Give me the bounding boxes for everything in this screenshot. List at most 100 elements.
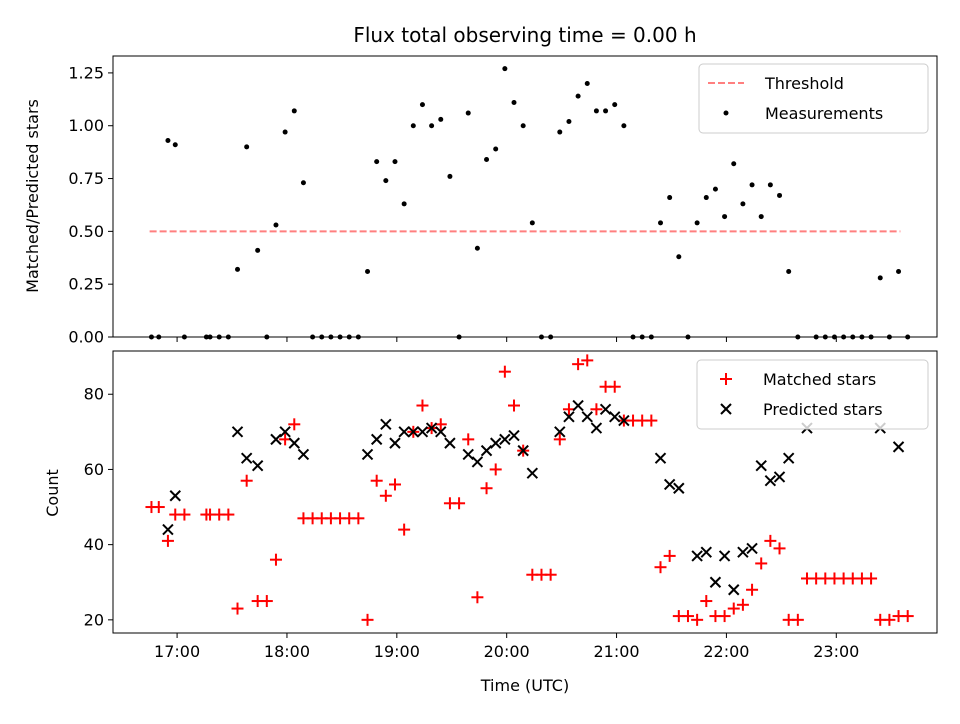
chart-title: Flux total observing time = 0.00 h <box>353 23 696 47</box>
predicted-stars-point <box>462 448 474 461</box>
predicted-stars-point <box>563 411 575 423</box>
matched-stars-point <box>572 358 585 371</box>
x-tick-label: 20:00 <box>484 642 530 661</box>
predicted-stars-point <box>297 448 310 461</box>
matched-stars-point <box>379 489 392 502</box>
predicted-stars-point <box>480 444 493 457</box>
matched-stars-point <box>508 399 521 412</box>
matched-stars-point <box>178 508 191 521</box>
measurement-point <box>300 180 306 186</box>
matched-stars-point <box>663 549 676 562</box>
measurement-point <box>694 220 700 226</box>
matched-stars-point <box>398 523 411 536</box>
measurement-point <box>566 118 572 124</box>
predicted-stars-point <box>407 426 420 438</box>
y-axis-label: Count <box>43 469 62 517</box>
measurement-point <box>429 123 435 129</box>
measurement-point <box>658 220 664 226</box>
matched-stars-point <box>865 572 878 585</box>
predicted-stars-point <box>746 542 758 555</box>
x-axis-label: Time (UTC) <box>480 676 569 695</box>
predicted-stars-point <box>764 475 777 487</box>
measurement-point <box>777 192 783 198</box>
measurement-point <box>593 108 599 114</box>
predicted-stars-point <box>444 437 456 449</box>
predicted-stars-point <box>526 467 539 479</box>
matched-stars-point <box>654 561 667 574</box>
matched-stars-point <box>764 534 777 547</box>
measurement-point <box>484 157 490 163</box>
matched-stars-point <box>883 613 896 626</box>
measurement-point <box>767 182 773 188</box>
y-tick-label: 0.25 <box>68 275 104 294</box>
matched-stars-point <box>746 583 759 596</box>
y-tick-label: 1.25 <box>68 63 104 82</box>
measurement-point <box>621 123 627 129</box>
y-tick-label: 80 <box>84 385 104 404</box>
matched-stars-point <box>498 365 511 378</box>
measurement-point <box>365 269 371 275</box>
predicted-stars-point <box>554 426 566 438</box>
matched-stars-point <box>416 399 429 412</box>
legend-matched-swatch <box>720 373 732 385</box>
matched-stars-point <box>231 602 244 615</box>
predicted-stars-point <box>782 452 795 464</box>
predicted-stars-point <box>435 426 447 438</box>
measurement-point <box>740 201 746 207</box>
predicted-stars-point <box>380 418 392 431</box>
matched-stars-point <box>590 403 603 416</box>
matched-stars-point <box>901 610 914 623</box>
predicted-stars-point <box>471 456 484 468</box>
legend-box <box>698 63 929 134</box>
x-tick-label: 17:00 <box>154 642 200 661</box>
predicted-stars-point <box>361 448 374 461</box>
matched-stars-point <box>288 418 301 431</box>
predicted-stars-point <box>728 584 740 596</box>
y-axis: 0.00 0.25 0.50 0.75 1.00 1.25 <box>68 63 113 347</box>
matched-stars-point <box>161 534 174 547</box>
y-tick-label: 60 <box>84 460 104 479</box>
measurement-point <box>511 99 517 105</box>
measurement-point <box>235 266 241 272</box>
matched-stars-point <box>581 354 594 367</box>
predicted-stars-point <box>654 452 667 464</box>
y-axis: 20 40 60 80 <box>84 385 113 629</box>
measurement-point <box>584 80 590 86</box>
matched-stars-point <box>736 598 749 611</box>
measurement-point <box>749 182 755 188</box>
legend: Threshold Measurements <box>698 63 929 134</box>
matched-stars-point <box>453 497 466 510</box>
x-tick-label: 22:00 <box>703 642 749 661</box>
matched-stars-point <box>222 508 235 521</box>
predicted-stars-point <box>691 550 703 562</box>
predicted-stars-point <box>499 433 511 446</box>
predicted-stars-point <box>773 471 786 483</box>
measurement-point <box>676 254 682 260</box>
matched-stars-point <box>361 613 374 626</box>
matched-stars-point <box>608 380 621 393</box>
predicted-stars-point <box>169 490 181 502</box>
count-panel: Count Time (UTC) 20 40 60 80 17:00 18:00 19:0… <box>43 350 938 695</box>
matched-stars-point <box>489 463 502 476</box>
measurement-point <box>667 195 673 201</box>
predicted-stars-point <box>673 482 685 494</box>
matched-stars-point <box>645 414 658 427</box>
measurement-point <box>575 93 581 99</box>
matched-stars-point <box>388 478 401 491</box>
measurement-point <box>282 129 288 135</box>
predicted-stars-point <box>251 459 264 472</box>
predicted-stars-point <box>370 433 383 446</box>
predicted-stars-point <box>718 550 731 562</box>
legend-label: Predicted stars <box>763 400 883 419</box>
axes-frame <box>112 55 938 338</box>
matched-stars-point <box>718 610 731 623</box>
measurement-point <box>374 159 380 165</box>
ratio-panel: Flux total observing time = 0.00 h Match… <box>23 23 938 347</box>
predicted-stars-point <box>618 414 630 427</box>
y-tick-label: 40 <box>84 535 104 554</box>
legend-label: Matched stars <box>763 370 876 389</box>
plot-area <box>145 354 914 626</box>
measurement-point <box>383 178 389 184</box>
measurement-point <box>529 220 535 226</box>
predicted-stars-point <box>609 411 621 423</box>
